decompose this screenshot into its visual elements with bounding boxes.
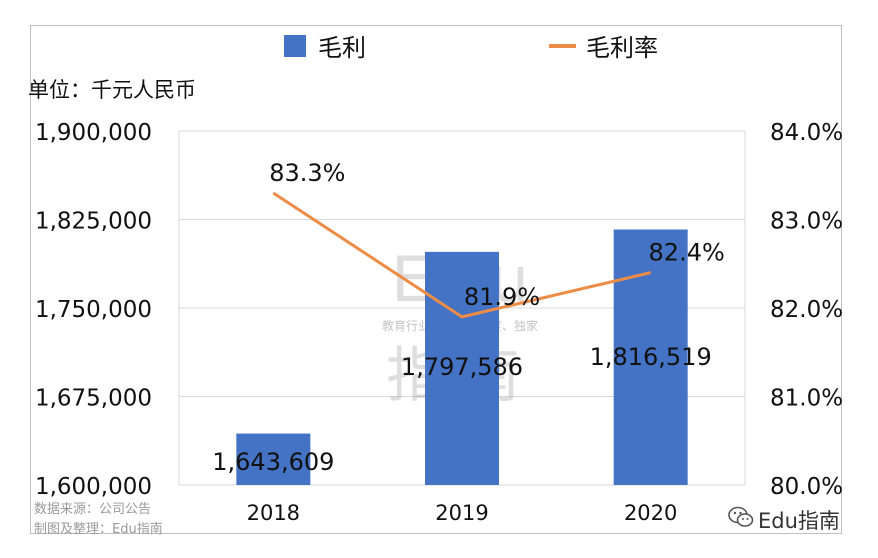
- bar: [425, 251, 499, 485]
- bar: [613, 229, 688, 485]
- x-tick-label: 2019: [435, 501, 488, 525]
- line-value-label: 83.3%: [269, 159, 345, 187]
- bar: [236, 433, 311, 485]
- bar-value-label: 1,816,519: [590, 343, 712, 371]
- watermark-corner: Edu指南: [758, 509, 840, 533]
- y-left-tick-label: 1,825,000: [35, 209, 152, 235]
- y-left-tick-label: 1,600,000: [35, 474, 152, 500]
- source-line: 数据来源：公司公告: [34, 502, 152, 517]
- legend-label-line: 毛利率: [586, 34, 658, 62]
- chart-frame: [30, 25, 842, 534]
- legend-label-bar: 毛利: [318, 34, 366, 62]
- y-right-tick-label: 82.0%: [770, 297, 843, 323]
- y-left-tick-label: 1,675,000: [35, 386, 152, 412]
- bar-value-label: 1,643,609: [212, 448, 334, 476]
- line-value-label: 81.9%: [464, 283, 540, 311]
- legend-swatch-bar: [284, 35, 306, 57]
- y-right-tick-label: 80.0%: [770, 474, 843, 500]
- y-left-tick-label: 1,750,000: [35, 297, 152, 323]
- margin-line: [272, 191, 652, 319]
- line-value-label: 82.4%: [649, 239, 725, 267]
- bar-value-label: 1,797,586: [401, 353, 523, 381]
- y-right-tick-label: 83.0%: [770, 209, 843, 235]
- y-right-tick-label: 81.0%: [770, 386, 843, 412]
- y-left-tick-label: 1,900,000: [35, 120, 152, 146]
- unit-label: 单位：千元人民币: [28, 78, 196, 102]
- x-tick-label: 2020: [624, 501, 677, 525]
- x-tick-label: 2018: [247, 501, 300, 525]
- credit-line: 制图及整理：Edu指南: [34, 522, 163, 537]
- wechat-icon: [728, 506, 754, 527]
- y-right-tick-label: 84.0%: [770, 120, 843, 146]
